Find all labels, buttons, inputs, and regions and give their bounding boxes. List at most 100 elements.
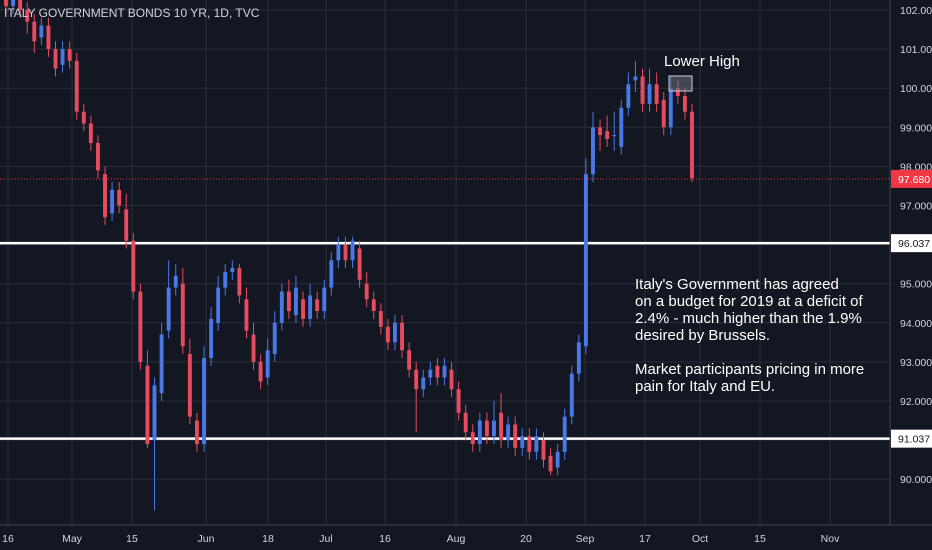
candle-body bbox=[442, 365, 447, 378]
candle-body bbox=[195, 420, 199, 445]
candle bbox=[46, 17, 51, 57]
level-price-label: 96.037 bbox=[898, 238, 930, 250]
horizontal-gridlines bbox=[0, 9, 890, 480]
x-tick-label: 17 bbox=[639, 533, 651, 545]
candle-body bbox=[527, 436, 532, 452]
candle-body bbox=[626, 84, 631, 108]
candle-body bbox=[308, 295, 313, 319]
candle bbox=[32, 13, 37, 54]
candle-body bbox=[124, 209, 129, 241]
candle bbox=[244, 287, 249, 339]
candle-body bbox=[251, 334, 256, 362]
candle bbox=[187, 338, 192, 425]
x-tick-label: 16 bbox=[379, 533, 391, 545]
candle-body bbox=[477, 420, 482, 445]
candle-body bbox=[81, 111, 86, 124]
candle bbox=[435, 357, 440, 386]
candle-body bbox=[499, 412, 503, 441]
candle bbox=[576, 334, 581, 382]
candle bbox=[301, 291, 305, 327]
candle bbox=[463, 404, 468, 441]
candle bbox=[25, 2, 30, 34]
candle bbox=[661, 92, 666, 136]
y-tick-label: 102.000 bbox=[900, 5, 932, 17]
candle-body bbox=[88, 123, 93, 143]
candle-body bbox=[393, 322, 397, 343]
symbol-title[interactable]: ITALY GOVERNMENT BONDS 10 YR, 1D, TVC bbox=[4, 6, 260, 20]
candle bbox=[180, 268, 185, 355]
candle bbox=[131, 232, 136, 300]
candle-body bbox=[690, 111, 694, 179]
candle bbox=[633, 60, 638, 93]
candle bbox=[520, 428, 525, 456]
candle bbox=[308, 283, 313, 327]
level-price-label: 91.037 bbox=[898, 434, 930, 446]
candle bbox=[103, 166, 107, 226]
candle-body bbox=[173, 275, 178, 288]
x-tick-label: Aug bbox=[447, 533, 466, 545]
candle bbox=[640, 68, 645, 112]
x-tick-label: 15 bbox=[754, 533, 766, 545]
candle bbox=[400, 314, 404, 358]
lower-high-annotation: Lower High bbox=[664, 53, 740, 70]
candle-body bbox=[357, 248, 362, 280]
candle-body bbox=[435, 365, 440, 378]
candle bbox=[626, 72, 631, 116]
candle-body bbox=[640, 76, 645, 104]
candle-body bbox=[591, 127, 595, 175]
candle bbox=[95, 135, 100, 179]
candle-body bbox=[286, 291, 291, 312]
candle bbox=[166, 260, 171, 339]
candle bbox=[499, 393, 503, 448]
x-tick-label: 20 bbox=[520, 533, 532, 545]
last-price-box bbox=[891, 169, 932, 188]
candle-body bbox=[244, 299, 249, 331]
candle bbox=[152, 377, 157, 511]
candle bbox=[605, 115, 610, 147]
candle-body bbox=[569, 373, 574, 417]
candle bbox=[216, 275, 221, 331]
candle-body bbox=[583, 174, 588, 347]
y-tick-label: 99.000 bbox=[900, 122, 932, 134]
y-tick-label: 100.000 bbox=[900, 83, 932, 95]
candle-body bbox=[53, 49, 58, 69]
time-axis[interactable]: 16 May 15 Jun 18 Jul 16 Aug 20 Sep 17 Oct 15 Nov bbox=[2, 533, 840, 545]
candle bbox=[195, 412, 199, 452]
candle bbox=[562, 408, 567, 460]
candle bbox=[223, 264, 228, 296]
candle-body bbox=[520, 436, 525, 448]
candle-body bbox=[329, 260, 334, 288]
candle-body bbox=[145, 365, 150, 445]
candle-body bbox=[633, 76, 638, 81]
candle bbox=[428, 361, 433, 386]
candle-body bbox=[336, 244, 341, 261]
candle bbox=[442, 357, 447, 386]
candle bbox=[74, 53, 79, 120]
candle-body bbox=[421, 377, 426, 390]
candle-body bbox=[605, 131, 610, 140]
candle-body bbox=[152, 385, 157, 441]
candle-body bbox=[414, 369, 419, 390]
candle-body bbox=[166, 287, 171, 331]
x-tick-label: Jul bbox=[319, 533, 332, 545]
candle-body bbox=[343, 244, 348, 261]
candle bbox=[690, 103, 694, 183]
candle-body bbox=[400, 322, 404, 351]
candle bbox=[527, 428, 532, 460]
candle bbox=[60, 41, 65, 73]
candle bbox=[350, 236, 355, 269]
candle-body bbox=[682, 96, 687, 112]
lower-high-marker bbox=[668, 75, 693, 92]
candle-body bbox=[39, 25, 44, 38]
candle-body bbox=[449, 369, 454, 390]
last-price-label: 97.680 bbox=[898, 174, 930, 186]
candle-body bbox=[32, 21, 37, 42]
candle bbox=[456, 381, 461, 421]
candle-body bbox=[541, 440, 546, 460]
candle-body bbox=[371, 299, 376, 312]
candle-body bbox=[364, 283, 369, 300]
candle-body bbox=[103, 174, 107, 218]
candle bbox=[449, 361, 454, 398]
candle-body bbox=[463, 412, 468, 433]
